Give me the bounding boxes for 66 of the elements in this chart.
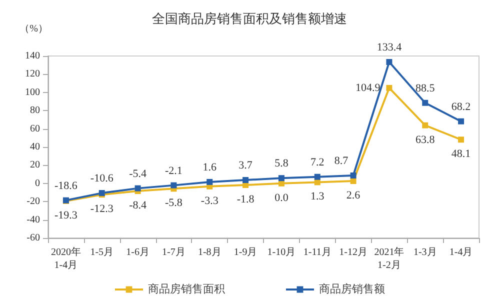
data-label: -3.3 — [200, 194, 219, 207]
data-label: -18.6 — [54, 180, 78, 192]
x-tick-label: 1-7月 — [162, 247, 186, 258]
x-tick-label: 1-9月 — [234, 247, 258, 258]
point — [242, 177, 249, 184]
point — [458, 136, 464, 143]
data-label: -12.3 — [90, 203, 114, 216]
y-tick-label: -40 — [26, 214, 40, 226]
point — [314, 174, 320, 180]
y-tick-label: -60 — [26, 232, 40, 244]
point — [278, 175, 284, 182]
legend-label: 商品房销售面积 — [148, 282, 225, 296]
x-tick-label: 1-11月 — [303, 247, 332, 258]
y-tick-label: 0 — [35, 178, 40, 189]
y-tick-label: 120 — [25, 68, 40, 80]
data-label: 5.8 — [274, 158, 289, 170]
data-label: 133.4 — [376, 42, 402, 54]
point — [134, 185, 141, 192]
point — [170, 182, 177, 188]
data-label: 0.0 — [274, 192, 289, 204]
data-label: 104.9 — [355, 82, 381, 94]
data-label: 3.7 — [238, 160, 253, 172]
x-tick-label: 1-4月 — [449, 247, 473, 258]
y-axis-title: （%） — [20, 24, 48, 34]
point — [350, 178, 356, 184]
data-label: -5.4 — [129, 168, 147, 180]
data-label: 48.1 — [451, 148, 471, 160]
data-label: -8.4 — [129, 200, 147, 212]
x-tick-label: 1-6月 — [126, 247, 150, 258]
data-label: 1.3 — [310, 190, 325, 203]
y-tick-label: 20 — [30, 160, 40, 171]
data-label: 1.6 — [202, 161, 217, 174]
x-tick-label: 1-10月 — [267, 247, 296, 258]
legend-label: 商品房销售额 — [319, 282, 385, 296]
data-label: 88.5 — [416, 82, 436, 94]
point — [386, 84, 392, 91]
y-tick-label: 40 — [30, 142, 40, 152]
point — [458, 118, 464, 124]
x-tick-label: 1-5月 — [90, 247, 114, 258]
x-tick-label: 2020年 1-4月 — [50, 246, 81, 271]
x-tick-label: 1-12月 — [339, 247, 368, 258]
data-label: 2.6 — [346, 190, 361, 202]
x-tick-label: 1-3月 — [413, 247, 437, 258]
point — [422, 100, 428, 106]
point — [206, 178, 213, 185]
data-label: -5.8 — [164, 197, 183, 210]
point — [386, 59, 392, 66]
data-label: -19.3 — [54, 209, 78, 222]
x-tick-label: 2021年 1-2月 — [374, 246, 404, 271]
y-tick-label: 80 — [30, 105, 40, 116]
point — [278, 180, 284, 186]
x-tick-label: 1-8月 — [198, 247, 222, 258]
y-tick-label: 100 — [25, 86, 40, 98]
data-label: -2.1 — [164, 164, 182, 177]
data-label: 68.2 — [451, 100, 471, 113]
y-tick-label: -20 — [26, 196, 40, 208]
data-label: -10.6 — [90, 172, 114, 185]
point — [422, 122, 428, 128]
data-label: 8.7 — [334, 154, 349, 167]
data-label: 63.8 — [416, 134, 436, 146]
data-label: -1.8 — [236, 194, 255, 206]
y-tick-label: 60 — [30, 123, 40, 134]
chart-title: 全国商品房销售面积及销售额增速 — [152, 11, 347, 27]
y-tick-label: 140 — [25, 50, 40, 62]
data-label: 7.2 — [310, 156, 324, 168]
point — [350, 172, 356, 178]
